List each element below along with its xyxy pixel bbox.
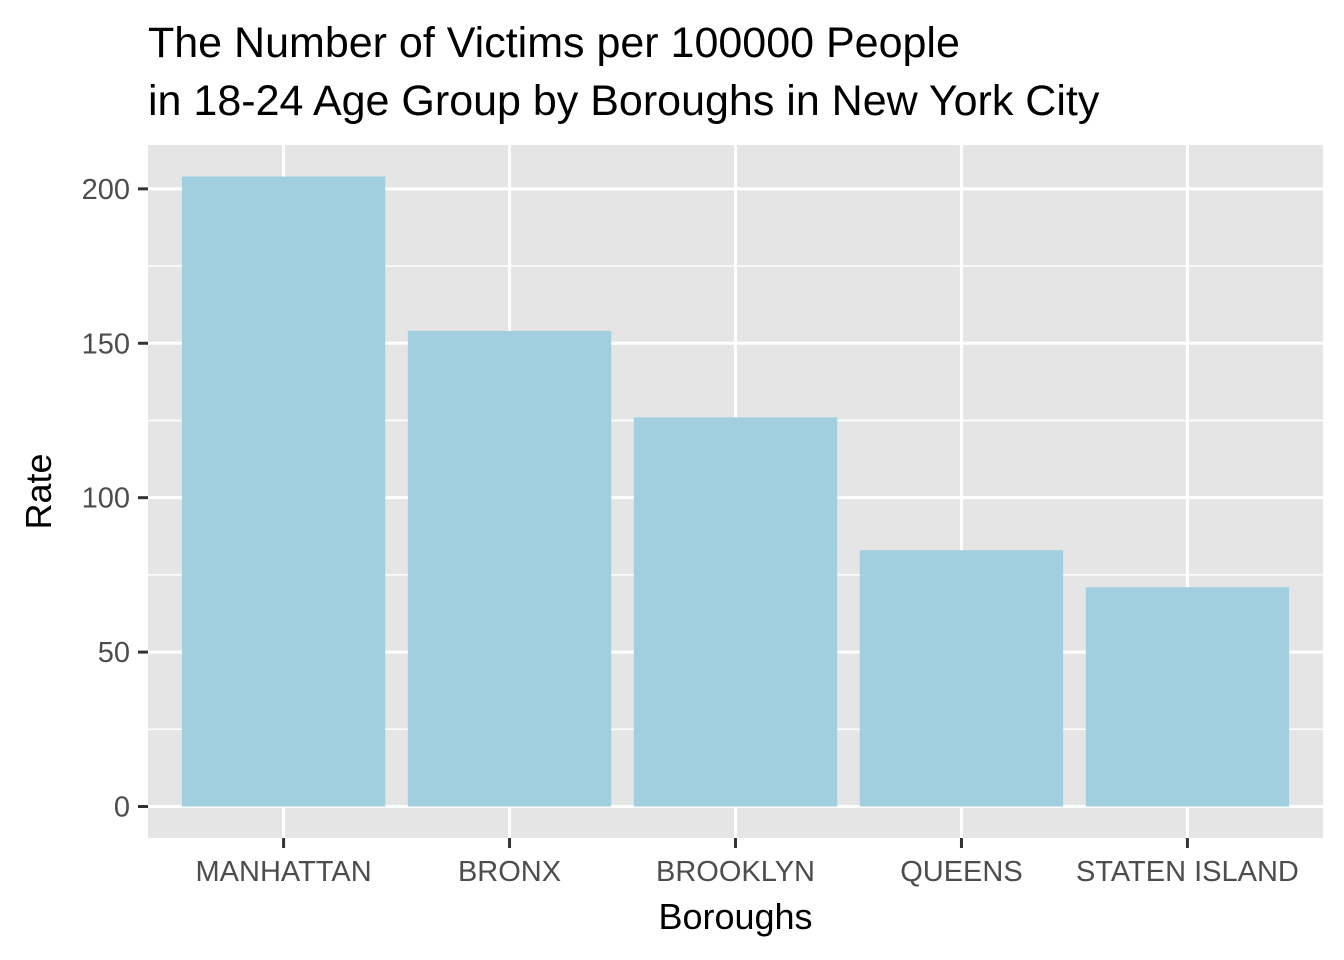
x-tick-label: BRONX	[458, 856, 561, 888]
y-tick-label: 100	[82, 483, 130, 515]
x-tick-label: BROOKLYN	[656, 856, 815, 888]
y-tick-label: 200	[82, 174, 130, 206]
y-axis: 0 50 100 150 200	[82, 174, 148, 824]
bar-manhattan	[181, 176, 386, 807]
x-axis-title: Boroughs	[658, 896, 812, 937]
x-tick-label: MANHATTAN	[196, 856, 372, 888]
x-axis: MANHATTAN BRONX BROOKLYN QUEENS STATEN ISLAN…	[196, 838, 1299, 888]
bar-brooklyn	[633, 417, 838, 807]
chart-title-line-2: in 18-24 Age Group by Boroughs in New Yo…	[148, 77, 1100, 125]
x-tick-label: QUEENS	[900, 856, 1022, 888]
y-tick-label: 0	[114, 792, 130, 824]
bar-bronx	[407, 330, 612, 807]
chart-title-line-1: The Number of Victims per 100000 People	[148, 19, 960, 67]
chart-title: The Number of Victims per 100000 People …	[148, 19, 1100, 125]
bar-staten-island	[1085, 587, 1290, 807]
bar-queens	[859, 550, 1064, 807]
bars	[181, 176, 1290, 807]
y-tick-label: 50	[98, 637, 130, 669]
y-tick-label: 150	[82, 328, 130, 360]
y-axis-title: Rate	[18, 453, 59, 529]
x-tick-label: STATEN ISLAND	[1076, 856, 1299, 888]
